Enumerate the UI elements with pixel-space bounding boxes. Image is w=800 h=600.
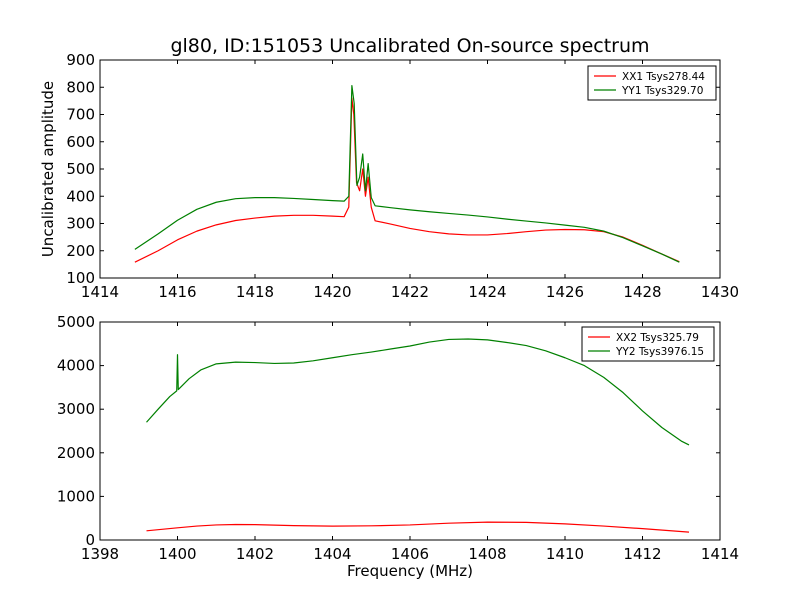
y-tick-label: 2000	[57, 444, 95, 462]
legend-label: YY1 Tsys329.70	[621, 85, 703, 97]
x-tick-label: 1424	[468, 283, 506, 301]
x-tick-label: 1426	[546, 283, 584, 301]
x-tick-label: 1408	[468, 545, 506, 563]
series-line-1-1	[146, 338, 690, 446]
x-axis-label: Frequency (MHz)	[347, 562, 473, 580]
chart-title: gl80, ID:151053 Uncalibrated On-source s…	[170, 35, 649, 57]
y-tick-label: 600	[66, 133, 95, 151]
x-tick-label: 1412	[623, 545, 661, 563]
y-tick-label: 4000	[57, 357, 95, 375]
legend-label: XX2 Tsys325.79	[616, 332, 699, 344]
legend-label: XX1 Tsys278.44	[622, 71, 705, 83]
legend-box	[581, 326, 715, 362]
legend-label: YY2 Tsys3976.15	[615, 346, 704, 358]
y-tick-label: 400	[66, 187, 95, 205]
series-line-0-1	[134, 85, 680, 263]
y-tick-label: 100	[66, 269, 95, 287]
legend-box	[587, 65, 717, 101]
y-tick-label: 800	[66, 78, 95, 96]
y-tick-label: 300	[66, 215, 95, 233]
bottom-panel: 1398 1400 1402 1404 1406 1408 1410 1412 1414 0 100…	[57, 313, 739, 580]
x-tick-label: 1430	[701, 283, 739, 301]
y-tick-label: 5000	[57, 313, 95, 331]
x-tick-label: 1420	[313, 283, 351, 301]
x-tick-label: 1404	[313, 545, 351, 563]
top-panel: 1414 1416 1418 1420 1422 1424 1426 1428 1430 100 2…	[39, 35, 739, 301]
x-tick-label: 1414	[81, 283, 119, 301]
x-tick-label: 1428	[623, 283, 661, 301]
y-tick-label: 900	[66, 51, 95, 69]
x-tick-label: 1416	[158, 283, 196, 301]
x-tick-label: 1410	[546, 545, 584, 563]
x-tick-label: 1400	[158, 545, 196, 563]
x-tick-label: 1402	[236, 545, 274, 563]
x-tick-label: 1422	[391, 283, 429, 301]
x-tick-label: 1398	[81, 545, 119, 563]
y-tick-label: 0	[85, 531, 95, 549]
y-tick-label: 700	[66, 106, 95, 124]
series-line-1-0	[146, 521, 690, 533]
y-tick-label: 3000	[57, 400, 95, 418]
x-tick-label: 1418	[236, 283, 274, 301]
y-tick-label: 200	[66, 242, 95, 260]
x-tick-label: 1406	[391, 545, 429, 563]
y-tick-label: 500	[66, 160, 95, 178]
y-tick-label: 1000	[57, 487, 95, 505]
series-line-0-0	[134, 97, 680, 263]
x-tick-label: 1414	[701, 545, 739, 563]
y-axis-label: Uncalibrated amplitude	[39, 81, 57, 257]
